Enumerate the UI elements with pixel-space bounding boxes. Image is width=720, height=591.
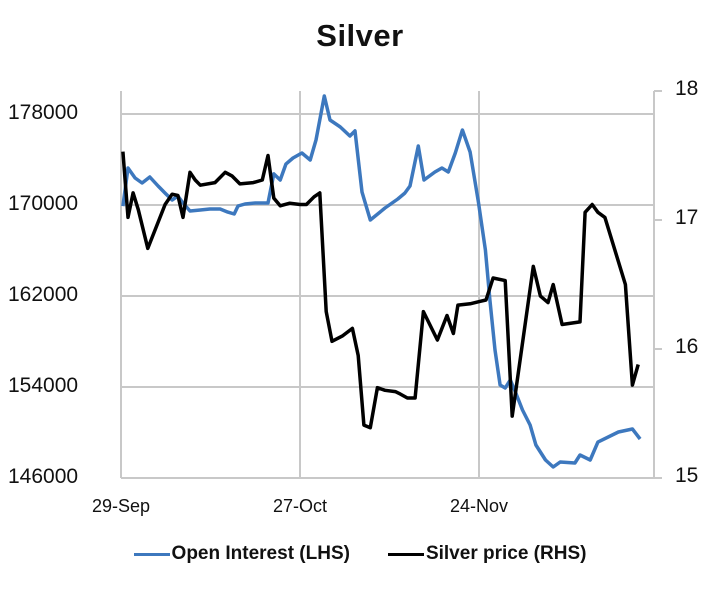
- x-tick-label: 24-Nov: [449, 496, 509, 516]
- left-tick-label: 178000: [8, 101, 79, 124]
- legend-item-silver-price: Silver price (RHS): [387, 543, 587, 565]
- left-tick-label: 170000: [8, 192, 79, 215]
- right-tick-label: 15: [675, 464, 699, 487]
- x-tick-label: 27-Oct: [272, 496, 328, 516]
- x-tick-label: 29-Sep: [91, 496, 151, 516]
- silver-price-line: [121, 151, 640, 430]
- right-tick-label: 17: [675, 206, 699, 229]
- blue-line-swatch-icon: [133, 552, 170, 556]
- black-line-swatch-icon: [387, 552, 424, 556]
- chart-title: Silver: [316, 18, 404, 53]
- gridlines: [120, 91, 654, 479]
- left-tick-label: 154000: [8, 374, 79, 397]
- right-tick-label: 18: [675, 77, 699, 100]
- legend-item-open-interest: Open Interest (LHS): [133, 543, 350, 565]
- right-tick-label: 16: [675, 335, 699, 358]
- legend: Open Interest (LHS) Silver price (RHS): [0, 543, 720, 565]
- left-tick-label: 162000: [8, 283, 79, 306]
- legend-label: Silver price (RHS): [425, 543, 587, 564]
- open-interest-line: [121, 94, 642, 469]
- legend-label: Open Interest (LHS): [171, 543, 350, 564]
- axes: [653, 90, 662, 479]
- left-tick-label: 146000: [8, 465, 79, 488]
